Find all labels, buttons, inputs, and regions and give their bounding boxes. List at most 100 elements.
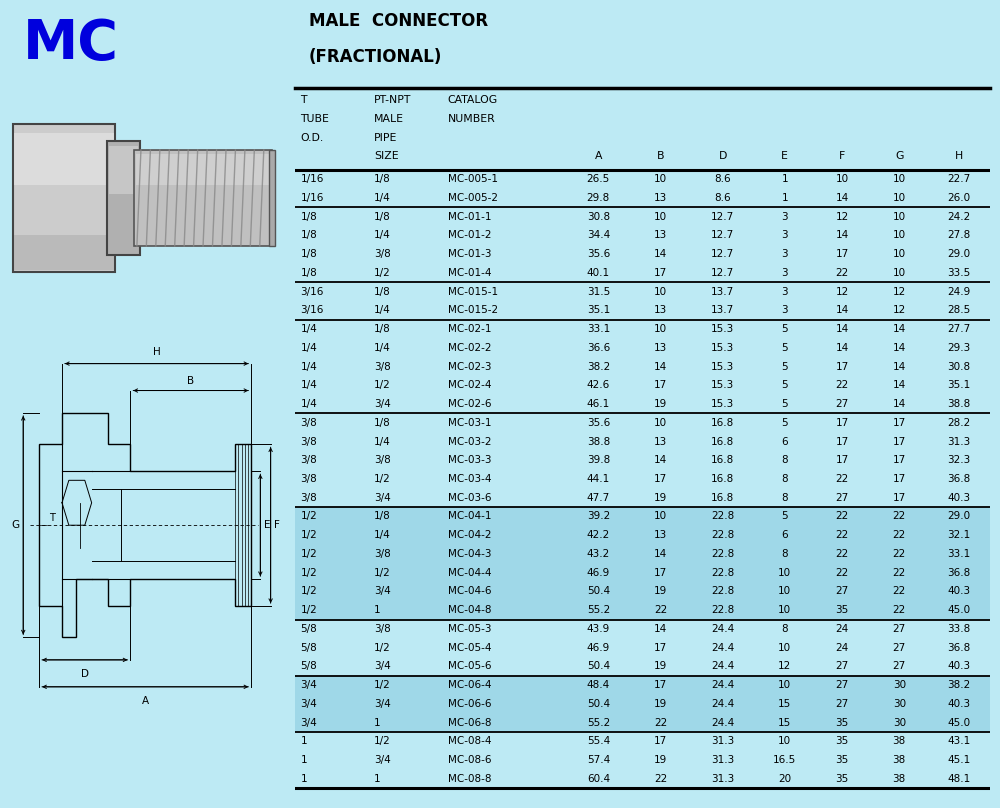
Text: 27: 27 <box>835 399 849 409</box>
Text: MC-01-4: MC-01-4 <box>448 267 491 278</box>
Text: 1/8: 1/8 <box>301 249 317 259</box>
Text: 24: 24 <box>835 624 849 634</box>
Text: 5/8: 5/8 <box>301 642 317 653</box>
Text: 19: 19 <box>654 699 667 709</box>
Text: 1/8: 1/8 <box>374 287 391 297</box>
Text: 31.3: 31.3 <box>711 774 734 784</box>
Text: 24.2: 24.2 <box>947 212 971 221</box>
Text: G: G <box>12 520 20 530</box>
Text: 35: 35 <box>835 718 849 728</box>
Text: 14: 14 <box>835 305 849 315</box>
Text: 15: 15 <box>778 718 791 728</box>
Text: 10: 10 <box>893 230 906 240</box>
Text: 22.8: 22.8 <box>711 587 734 596</box>
Text: 3/8: 3/8 <box>374 624 391 634</box>
Text: 17: 17 <box>654 680 667 690</box>
Text: MC-02-3: MC-02-3 <box>448 361 491 372</box>
Text: 3/4: 3/4 <box>374 493 391 503</box>
Text: 42.2: 42.2 <box>587 530 610 541</box>
Text: 1/2: 1/2 <box>374 267 391 278</box>
Text: 30: 30 <box>893 680 906 690</box>
Text: 36.8: 36.8 <box>947 568 971 578</box>
Text: 22: 22 <box>654 605 667 615</box>
Text: 24.9: 24.9 <box>947 287 971 297</box>
Text: 40.1: 40.1 <box>587 267 610 278</box>
Bar <box>14 235 114 270</box>
Text: 27: 27 <box>835 699 849 709</box>
Text: 24.4: 24.4 <box>711 680 734 690</box>
Text: MC-03-3: MC-03-3 <box>448 455 491 465</box>
Text: 35.1: 35.1 <box>587 305 610 315</box>
Text: 42.6: 42.6 <box>587 381 610 390</box>
Text: 13: 13 <box>654 305 667 315</box>
Text: 5/8: 5/8 <box>301 662 317 671</box>
Text: MC-04-4: MC-04-4 <box>448 568 491 578</box>
Text: 45.0: 45.0 <box>947 605 970 615</box>
Text: 1/2: 1/2 <box>374 642 391 653</box>
Text: 19: 19 <box>654 662 667 671</box>
Text: 1/8: 1/8 <box>301 267 317 278</box>
Text: 22: 22 <box>893 568 906 578</box>
Text: MC-06-8: MC-06-8 <box>448 718 491 728</box>
Text: 30: 30 <box>893 699 906 709</box>
Text: 1: 1 <box>301 755 307 765</box>
Text: 14: 14 <box>654 361 667 372</box>
Text: 31.5: 31.5 <box>587 287 610 297</box>
Text: 24.4: 24.4 <box>711 624 734 634</box>
Text: 12.7: 12.7 <box>711 249 734 259</box>
Text: 1/8: 1/8 <box>374 212 391 221</box>
Text: 1/2: 1/2 <box>301 530 317 541</box>
Text: 36.6: 36.6 <box>587 343 610 353</box>
Text: 24.4: 24.4 <box>711 699 734 709</box>
Text: 3/16: 3/16 <box>301 305 324 315</box>
Text: 14: 14 <box>893 343 906 353</box>
Text: 17: 17 <box>654 381 667 390</box>
Text: 19: 19 <box>654 493 667 503</box>
Text: 30.8: 30.8 <box>947 361 970 372</box>
Text: 43.1: 43.1 <box>947 736 971 747</box>
Text: 13.7: 13.7 <box>711 305 734 315</box>
Text: 17: 17 <box>654 736 667 747</box>
Text: 22: 22 <box>835 549 849 559</box>
Text: MC-08-4: MC-08-4 <box>448 736 491 747</box>
Text: 10: 10 <box>654 212 667 221</box>
Text: 43.9: 43.9 <box>587 624 610 634</box>
Text: 12: 12 <box>835 212 849 221</box>
Text: E: E <box>781 151 788 162</box>
Text: 35: 35 <box>835 755 849 765</box>
Text: 1/4: 1/4 <box>301 361 317 372</box>
Text: 27: 27 <box>835 680 849 690</box>
Text: 12: 12 <box>893 287 906 297</box>
Text: 38.2: 38.2 <box>947 680 971 690</box>
Text: 17: 17 <box>893 455 906 465</box>
Text: 17: 17 <box>893 436 906 447</box>
Text: 10: 10 <box>778 605 791 615</box>
Text: A: A <box>142 696 149 705</box>
Text: 40.3: 40.3 <box>947 699 970 709</box>
Text: 17: 17 <box>654 474 667 484</box>
Text: 55.2: 55.2 <box>587 605 610 615</box>
Text: 35.6: 35.6 <box>587 418 610 427</box>
Text: 10: 10 <box>778 680 791 690</box>
Text: 1/4: 1/4 <box>374 193 391 203</box>
Text: MC-01-2: MC-01-2 <box>448 230 491 240</box>
Text: 1/8: 1/8 <box>374 418 391 427</box>
Text: 29.0: 29.0 <box>947 249 970 259</box>
Text: 3: 3 <box>781 230 788 240</box>
Text: 10: 10 <box>893 174 906 184</box>
Text: 30.8: 30.8 <box>587 212 610 221</box>
Text: 17: 17 <box>835 418 849 427</box>
Text: 5/8: 5/8 <box>301 624 317 634</box>
Bar <box>295 601 990 620</box>
Text: MC-03-2: MC-03-2 <box>448 436 491 447</box>
Text: 22: 22 <box>654 774 667 784</box>
Text: MC-03-4: MC-03-4 <box>448 474 491 484</box>
Text: 10: 10 <box>835 174 849 184</box>
Text: 22: 22 <box>893 587 906 596</box>
Text: 22.8: 22.8 <box>711 511 734 521</box>
Text: MC-02-4: MC-02-4 <box>448 381 491 390</box>
Bar <box>295 507 990 526</box>
Text: MC-015-2: MC-015-2 <box>448 305 498 315</box>
Text: 17: 17 <box>835 249 849 259</box>
Text: 38: 38 <box>893 774 906 784</box>
